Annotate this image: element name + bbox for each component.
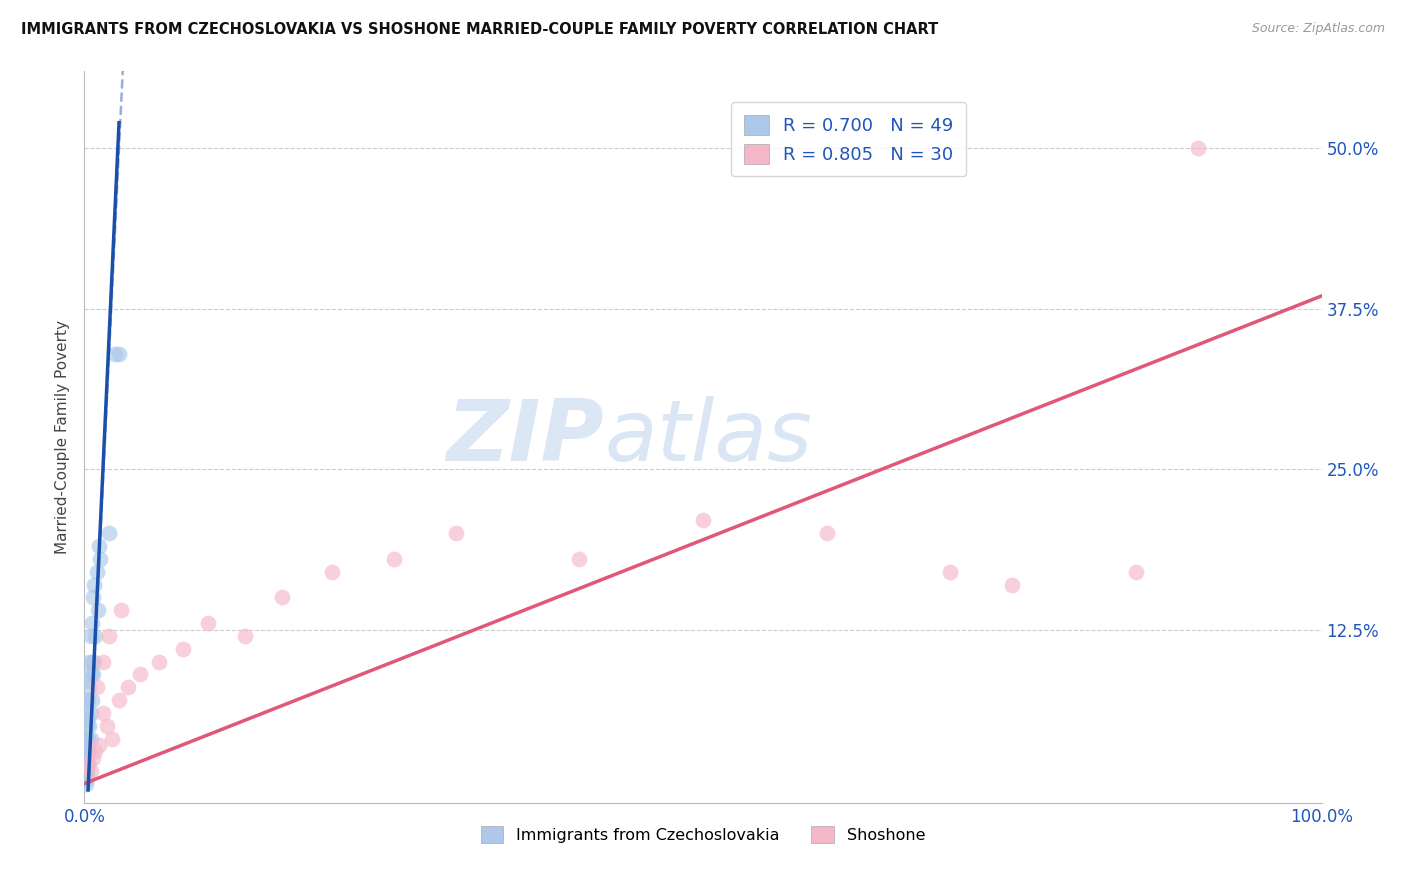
Point (79, 655, 101, 669)
Point (104, 346, 127, 360)
Text: IMMIGRANTS FROM CZECHOSLOVAKIA VS SHOSHONE MARRIED-COUPLE FAMILY POVERTY CORRELA: IMMIGRANTS FROM CZECHOSLOVAKIA VS SHOSHO… (21, 22, 938, 37)
Text: atlas: atlas (605, 395, 813, 479)
Point (382, 552, 405, 566)
Point (75, 760, 97, 774)
Point (77, 757, 100, 772)
Point (233, 629, 256, 643)
Point (87, 603, 110, 617)
Y-axis label: Married-Couple Family Poverty: Married-Couple Family Poverty (55, 320, 70, 554)
Point (172, 641, 194, 656)
Point (77, 757, 100, 772)
Point (76, 719, 98, 733)
Point (75, 767, 97, 781)
Point (79, 731, 101, 746)
Point (80, 616, 103, 631)
Point (89, 539, 111, 553)
Point (692, 514, 714, 528)
Point (1001, 577, 1024, 591)
Point (75, 757, 97, 772)
Point (76, 757, 98, 772)
Point (76, 731, 98, 746)
Point (100, 731, 122, 746)
Point (75, 764, 97, 778)
Point (75, 751, 97, 765)
Text: ZIP: ZIP (446, 395, 605, 479)
Point (86, 681, 108, 695)
Point (96, 719, 118, 733)
Point (80, 655, 103, 669)
Point (271, 591, 294, 605)
Point (89, 552, 111, 566)
Point (83, 577, 105, 591)
Point (82, 667, 104, 681)
Point (79, 719, 101, 733)
Point (79, 764, 101, 778)
Point (76, 751, 98, 765)
Point (84, 744, 107, 758)
Point (77, 712, 100, 726)
Point (76, 744, 98, 758)
Point (77, 731, 100, 746)
Point (91, 706, 114, 720)
Point (108, 693, 131, 707)
Point (75, 738, 97, 752)
Point (86, 565, 108, 579)
Point (82, 591, 104, 605)
Point (76, 693, 98, 707)
Point (79, 629, 101, 643)
Point (815, 526, 838, 541)
Point (76, 738, 98, 752)
Point (76, 706, 98, 720)
Point (98, 629, 121, 643)
Point (568, 552, 591, 566)
Point (148, 655, 170, 669)
Point (82, 751, 104, 765)
Point (76, 770, 98, 784)
Point (84, 629, 107, 643)
Point (89, 738, 111, 752)
Point (1125, 565, 1147, 579)
Point (79, 744, 101, 758)
Point (79, 706, 101, 720)
Point (1187, 141, 1209, 155)
Point (197, 616, 219, 631)
Point (129, 667, 152, 681)
Point (79, 681, 101, 695)
Point (939, 565, 962, 579)
Point (75, 770, 97, 784)
Point (83, 655, 105, 669)
Legend: Immigrants from Czechoslovakia, Shoshone: Immigrants from Czechoslovakia, Shoshone (474, 820, 932, 850)
Point (79, 667, 101, 681)
Point (444, 526, 467, 541)
Point (77, 744, 100, 758)
Point (110, 603, 132, 617)
Point (75, 776, 97, 790)
Point (117, 681, 139, 695)
Point (321, 565, 343, 579)
Point (76, 764, 98, 778)
Point (77, 693, 100, 707)
Point (108, 346, 131, 360)
Point (77, 673, 100, 688)
Point (75, 772, 97, 787)
Text: Source: ZipAtlas.com: Source: ZipAtlas.com (1251, 22, 1385, 36)
Point (75, 744, 97, 758)
Point (91, 655, 114, 669)
Point (98, 526, 121, 541)
Point (80, 693, 103, 707)
